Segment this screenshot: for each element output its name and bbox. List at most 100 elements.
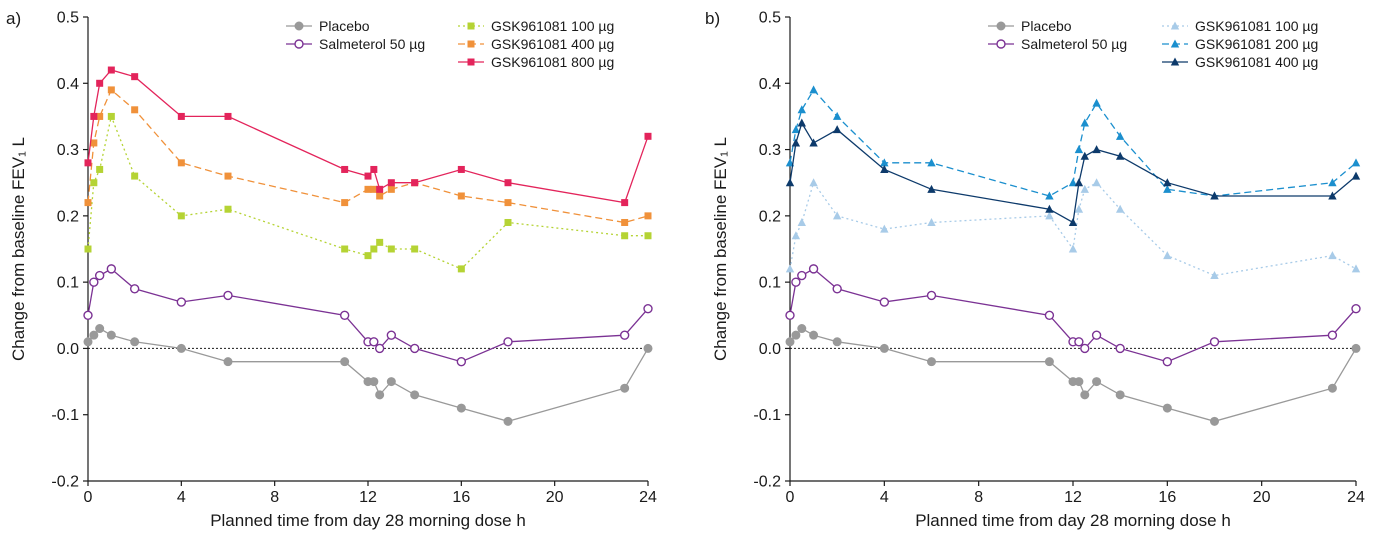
data-point [1080, 151, 1089, 160]
data-point [927, 158, 936, 167]
data-point [1092, 178, 1101, 187]
data-point [1115, 204, 1125, 213]
data-point [797, 324, 807, 334]
data-point [1074, 178, 1084, 187]
y-tick-label: 0.0 [57, 341, 79, 358]
panel-label: a) [6, 9, 21, 28]
data-point [1068, 178, 1078, 187]
data-point [621, 232, 629, 240]
x-axis-label: Planned time from day 28 morning dose h [915, 511, 1231, 530]
y-tick-label: 0.4 [759, 76, 781, 93]
data-point [880, 158, 889, 167]
series-0 [785, 324, 1361, 426]
legend-marker [996, 39, 1006, 49]
data-point [879, 343, 889, 353]
data-point [1115, 131, 1125, 140]
legend-marker [467, 40, 475, 48]
x-tick-label: 16 [1158, 489, 1176, 506]
data-point [89, 330, 99, 340]
data-point [797, 270, 807, 281]
series-3 [785, 85, 1361, 200]
x-tick-label: 4 [177, 489, 186, 506]
data-point [1068, 244, 1078, 253]
x-tick-label: 8 [270, 489, 279, 506]
data-point [927, 357, 936, 367]
y-tick-label: -0.1 [753, 407, 781, 424]
data-point [370, 165, 378, 173]
data-point [1210, 271, 1219, 280]
legend-entry-label: GSK961081 200 µg [1195, 36, 1318, 52]
data-point [785, 337, 795, 347]
data-point [621, 218, 629, 226]
data-point [1351, 343, 1361, 353]
data-point [1080, 343, 1090, 354]
data-point [375, 390, 385, 400]
data-point [106, 264, 117, 274]
data-point [1092, 145, 1101, 154]
y-tick-label: 0.4 [57, 76, 79, 93]
series-1 [83, 264, 653, 367]
data-point [411, 179, 419, 187]
data-point [1210, 191, 1219, 200]
data-point [1080, 390, 1090, 400]
data-point [386, 377, 396, 387]
legend-marker [294, 21, 304, 31]
data-point [1044, 310, 1055, 320]
data-point [387, 179, 395, 187]
data-point [96, 165, 104, 173]
data-point [130, 337, 140, 347]
data-point [1068, 217, 1078, 226]
data-point [785, 178, 795, 187]
data-point [797, 217, 806, 226]
data-point [84, 159, 92, 167]
series-1 [785, 264, 1361, 367]
data-point [504, 218, 512, 226]
data-point [809, 178, 818, 187]
data-point [791, 277, 801, 287]
data-point [809, 138, 818, 147]
data-point [94, 270, 105, 281]
data-point [808, 264, 819, 274]
data-point [619, 330, 630, 340]
data-point [96, 112, 104, 120]
data-point [1092, 98, 1101, 107]
data-point [131, 172, 139, 180]
data-point [131, 73, 139, 81]
legend-entry-label: GSK961081 100 µg [1195, 18, 1318, 34]
series-3 [84, 86, 652, 226]
data-point [1115, 343, 1125, 354]
data-point [90, 112, 98, 120]
legend-marker [467, 22, 475, 30]
data-point [107, 66, 115, 74]
data-point [504, 179, 512, 187]
panel-b: -0.2 -0.1 0.0 0.1 0.2 0.3 0.4 0.5 0 4 8 12 16 20 24 Pla… [705, 9, 1365, 530]
legend-marker [996, 21, 1006, 31]
data-point [107, 86, 115, 94]
data-point [376, 238, 384, 246]
series-line [789, 268, 1357, 363]
data-point [1092, 377, 1102, 387]
data-point [1045, 204, 1054, 213]
data-point [1163, 178, 1172, 187]
data-point [832, 284, 842, 294]
data-point [880, 164, 889, 173]
data-point [1080, 184, 1089, 193]
data-point [1074, 377, 1084, 387]
series-line [87, 268, 649, 363]
x-tick-label: 12 [359, 489, 377, 506]
data-point [1080, 118, 1089, 127]
x-tick-label: 24 [639, 489, 657, 506]
data-point [1074, 204, 1084, 213]
data-point [457, 265, 465, 273]
data-point [387, 185, 395, 193]
data-point [1045, 211, 1054, 220]
legend-marker [467, 58, 475, 66]
series-4 [84, 66, 652, 207]
data-point [369, 337, 379, 347]
data-point [341, 199, 349, 207]
data-point [364, 252, 372, 260]
data-point [620, 383, 630, 393]
data-point [374, 343, 385, 354]
panel-label: b) [705, 9, 720, 28]
data-point [791, 330, 801, 340]
